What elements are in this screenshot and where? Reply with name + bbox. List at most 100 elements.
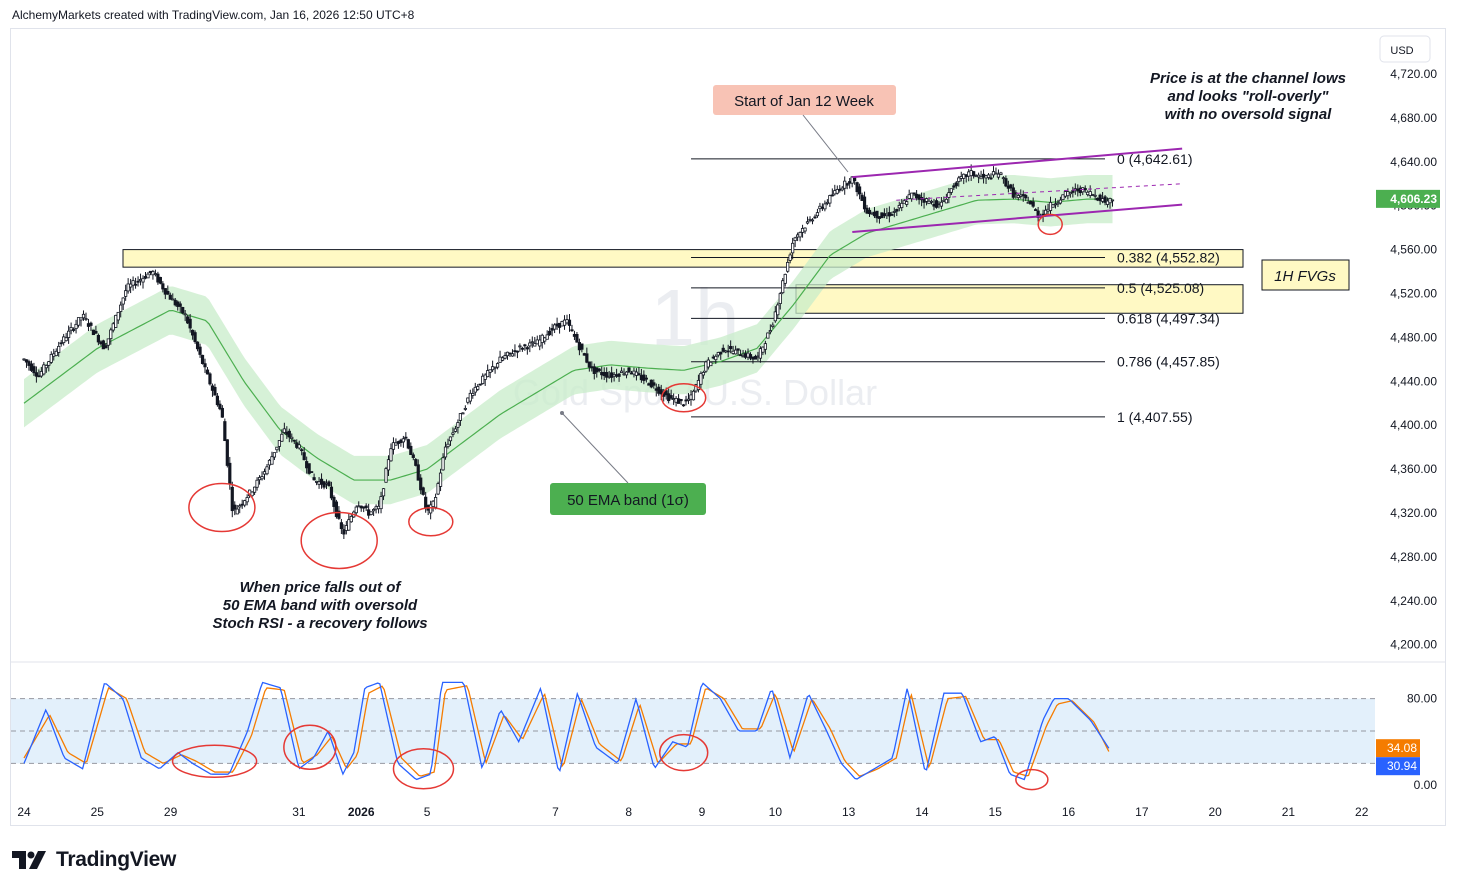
candle-body xyxy=(1051,204,1055,208)
candle-body xyxy=(267,459,272,466)
time-tick-label: 8 xyxy=(625,805,632,819)
candle-body xyxy=(141,277,145,283)
candle-body xyxy=(1056,202,1060,205)
candle-body xyxy=(183,313,187,316)
candle-body xyxy=(738,354,743,357)
candle-body xyxy=(193,332,197,343)
candle-body xyxy=(741,355,745,358)
candle-body xyxy=(240,503,244,506)
candle-body xyxy=(406,439,410,449)
candle-body xyxy=(245,497,249,503)
candle-body xyxy=(342,529,346,535)
tradingview-logo-icon xyxy=(12,851,46,869)
candle-body xyxy=(540,334,544,343)
candle-body xyxy=(456,422,460,428)
candle-body xyxy=(676,398,681,404)
candle-body xyxy=(419,477,423,491)
candle-body xyxy=(476,386,480,390)
candle-body xyxy=(716,352,720,356)
candle-body xyxy=(347,519,351,531)
candle-body xyxy=(917,194,921,200)
candle-body xyxy=(721,347,725,352)
stoch-k-value: 30.94 xyxy=(1387,759,1417,773)
channel-note-line: Price is at the channel lows xyxy=(1150,70,1346,87)
candle-body xyxy=(466,397,470,403)
candle-body xyxy=(548,330,552,335)
candle-body xyxy=(173,299,177,306)
tradingview-footer[interactable]: TradingView xyxy=(12,848,176,872)
price-highlight-circle xyxy=(408,507,454,537)
candle-body xyxy=(1086,191,1090,196)
candle-body xyxy=(654,388,658,391)
candle-body xyxy=(984,175,988,179)
candle-body xyxy=(116,311,120,321)
candle-body xyxy=(153,273,158,275)
candle-body xyxy=(171,298,175,301)
ema-band-label-box xyxy=(550,483,706,515)
candle-body xyxy=(158,276,162,284)
time-tick-label: 17 xyxy=(1135,805,1149,819)
candle-body xyxy=(523,344,527,347)
candle-body xyxy=(500,357,505,361)
candle-body xyxy=(783,273,787,284)
candle-body xyxy=(1076,188,1080,192)
candle-body xyxy=(481,375,485,384)
candle-body xyxy=(364,505,368,509)
candle-body xyxy=(813,216,817,219)
candle-body xyxy=(250,491,254,497)
price-axis[interactable]: USD4,720.004,680.004,640.004,599.994,560… xyxy=(1376,35,1440,652)
time-tick-label: 15 xyxy=(989,805,1003,819)
candle-body xyxy=(218,403,222,410)
candle-body xyxy=(944,198,948,204)
candle-body xyxy=(275,446,279,451)
candle-body xyxy=(761,346,765,353)
candle-body xyxy=(433,497,438,508)
ema-50-line xyxy=(23,198,1113,481)
currency-button-label[interactable]: USD xyxy=(1390,45,1413,57)
candle-body xyxy=(446,443,450,448)
candle-body xyxy=(1083,188,1087,191)
candle-body xyxy=(989,177,993,180)
candle-body xyxy=(771,324,775,327)
candle-body xyxy=(205,369,210,375)
candle-body xyxy=(220,407,224,418)
candle-body xyxy=(285,431,289,435)
candle-body xyxy=(711,356,715,359)
candle-body xyxy=(1009,184,1013,189)
candle-body xyxy=(637,373,641,375)
candle-body xyxy=(758,348,763,359)
price-tick-label: 4,640.00 xyxy=(1390,155,1437,169)
candle-body xyxy=(838,188,842,191)
candle-body xyxy=(148,270,153,274)
candle-body xyxy=(833,190,837,195)
candle-body xyxy=(748,354,753,359)
time-axis[interactable]: 24 25 29 31 2026 5 7 8 9 10 13 14 15 16 17 20 21 22 xyxy=(17,805,1368,819)
candle-body xyxy=(89,322,93,326)
price-tick-label: 4,680.00 xyxy=(1390,111,1437,125)
candle-body xyxy=(753,356,758,360)
candle-body xyxy=(939,201,944,207)
candle-body xyxy=(1024,194,1028,199)
candle-body xyxy=(679,398,683,402)
candle-body xyxy=(892,211,896,213)
candle-body xyxy=(647,383,651,386)
candle-body xyxy=(300,449,304,452)
ema-band-label: 50 EMA band (1σ) xyxy=(567,492,689,509)
candle-body xyxy=(736,348,740,351)
highlight-circles xyxy=(171,213,1063,791)
candle-body xyxy=(798,232,802,238)
price-channel xyxy=(852,147,1183,234)
candle-body xyxy=(386,459,391,471)
candle-body xyxy=(297,444,301,449)
candle-body xyxy=(1093,194,1097,197)
candle-body xyxy=(337,510,341,519)
candle-body xyxy=(99,341,103,345)
candle-body xyxy=(902,200,906,204)
recovery-note-line: Stoch RSI - a recovery follows xyxy=(212,615,427,632)
candle-body xyxy=(672,398,676,400)
candle-body xyxy=(652,382,656,386)
candle-body xyxy=(580,343,584,350)
candle-body xyxy=(969,170,973,177)
candle-body xyxy=(453,428,458,432)
